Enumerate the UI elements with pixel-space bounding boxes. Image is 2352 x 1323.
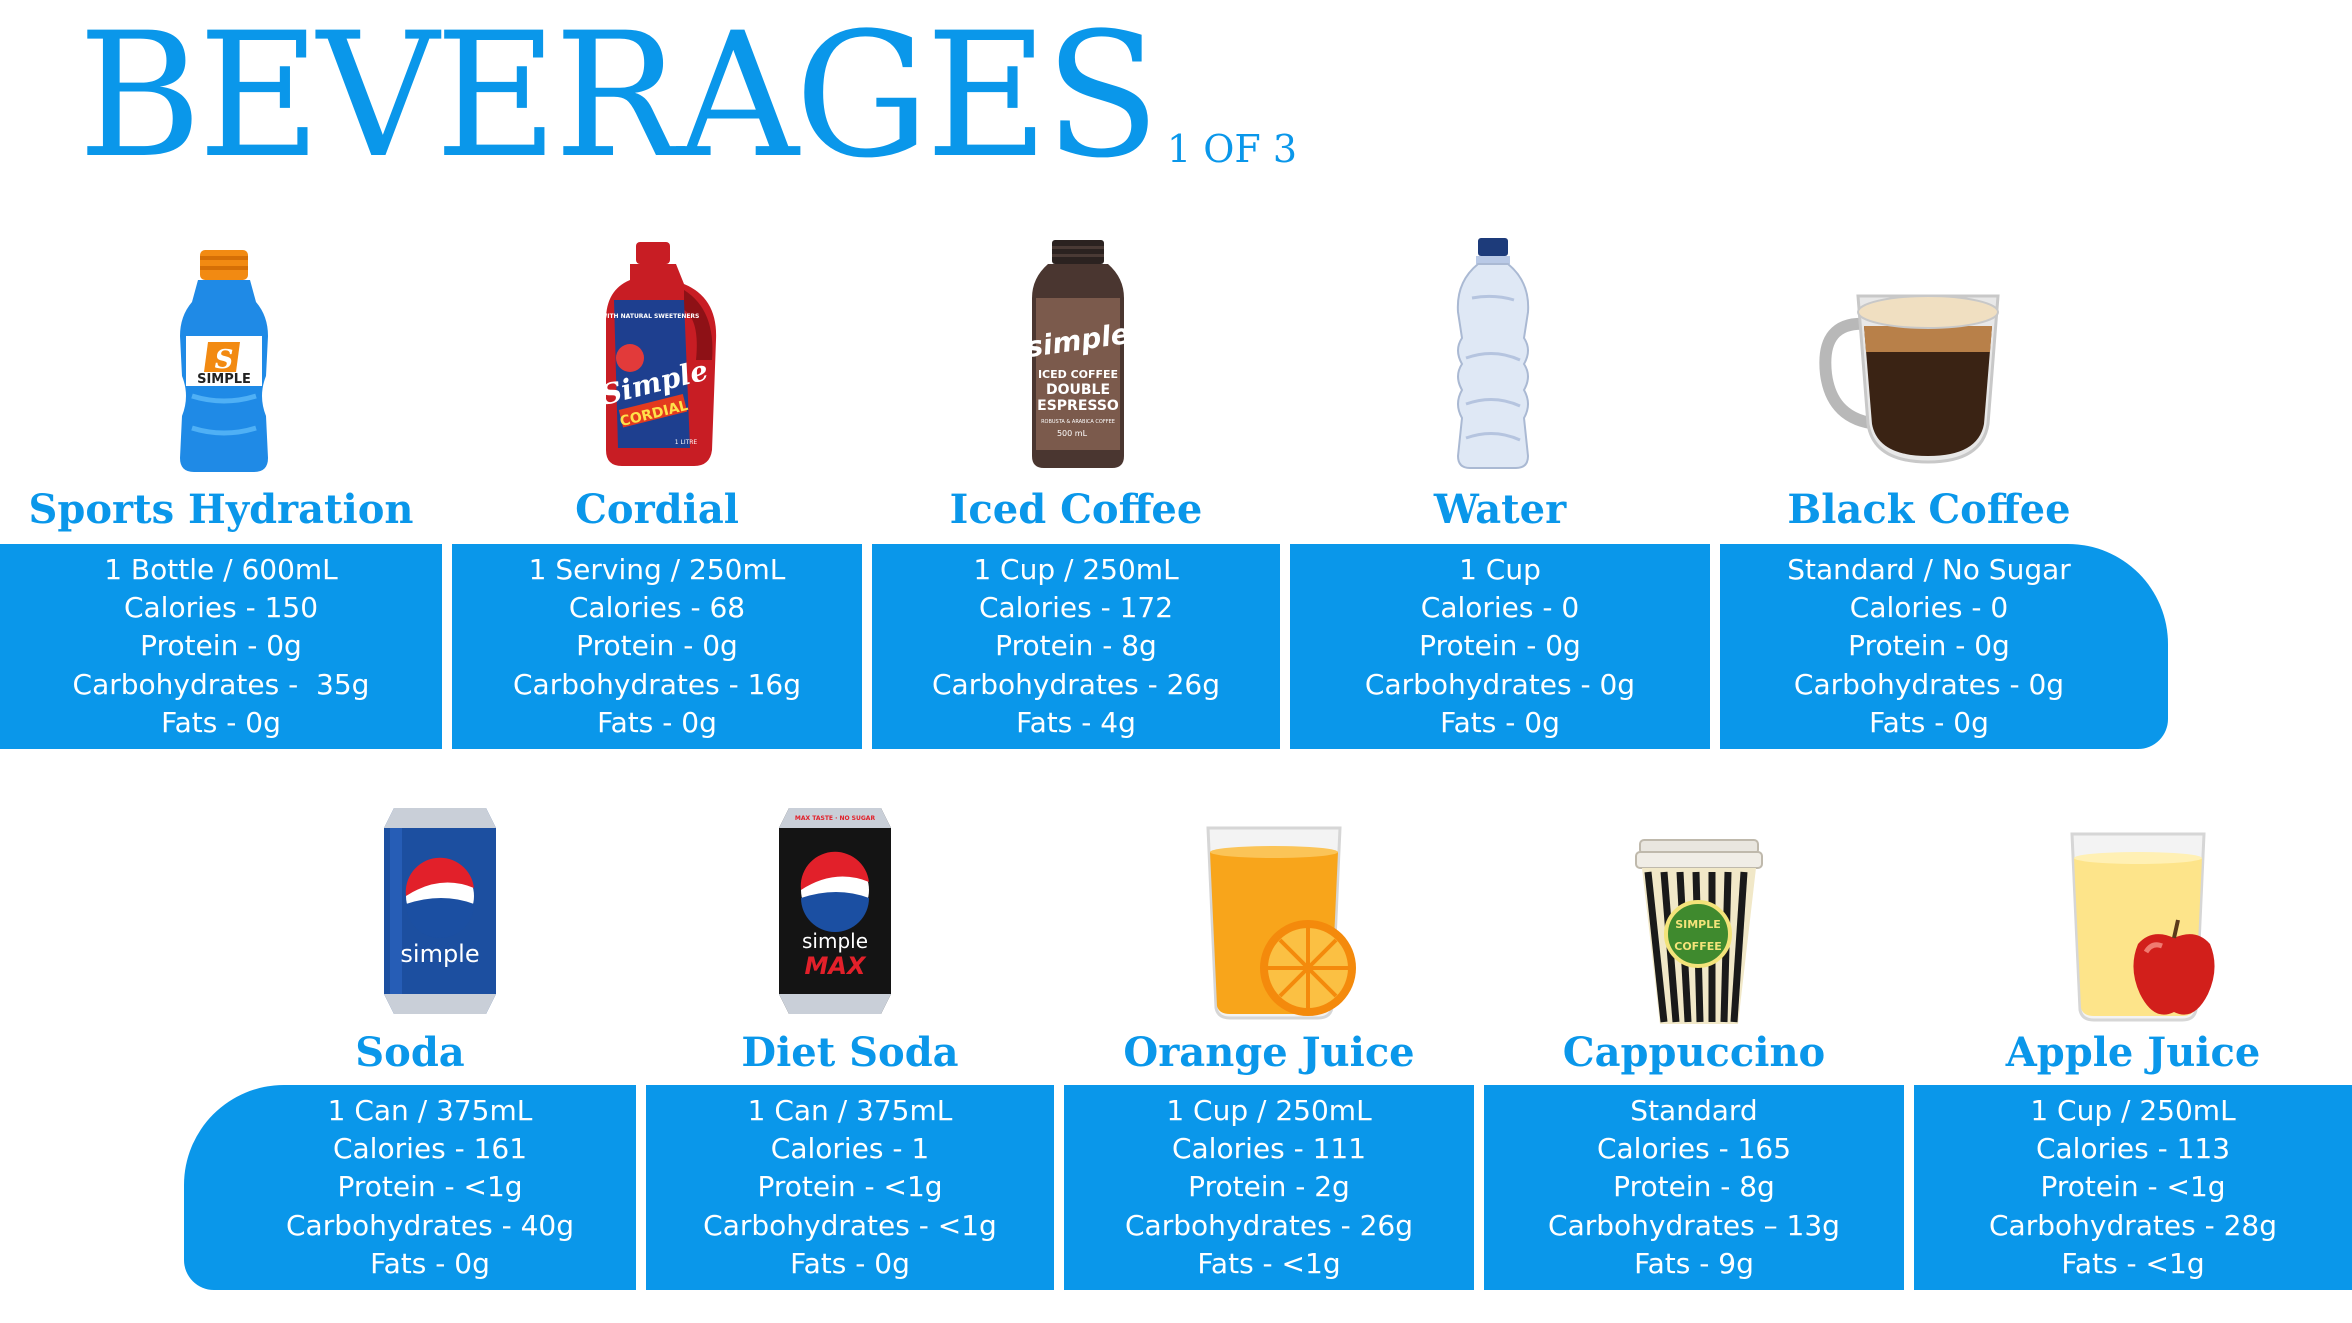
page-indicator: 1 OF 3 — [1167, 127, 1298, 171]
protein-text: Protein - 0g — [1848, 629, 2010, 663]
nutrition-card-apple-juice: 1 Cup / 250mL Calories - 113 Protein - <… — [1914, 1085, 2352, 1290]
item-name-cordial: Cordial — [575, 486, 739, 533]
calories-text: Calories - 161 — [332, 1132, 528, 1166]
nutrition-card-water: 1 Cup Calories - 0 Protein - 0g Carbohyd… — [1290, 544, 1710, 749]
carbohydrates-text: Carbohydrates - 26g — [1125, 1208, 1413, 1242]
carbohydrates-text: Carbohydrates - 26g — [932, 667, 1220, 701]
sports-drink-bottle-icon: S SIMPLE — [178, 246, 270, 474]
protein-text: Protein - <1g — [757, 1170, 943, 1204]
carbohydrates-text: Carbohydrates - 28g — [1989, 1208, 2277, 1242]
diet-top: MAX TASTE · NO SUGAR — [795, 815, 876, 822]
serving-text: 1 Serving / 250mL — [528, 552, 786, 586]
carbohydrates-text: Carbohydrates – 13g — [1548, 1208, 1840, 1242]
protein-text: Protein - 0g — [140, 629, 302, 663]
serving-text: 1 Cup / 250mL — [973, 552, 1179, 586]
calories-text: Calories - 172 — [978, 591, 1174, 625]
serving-text: 1 Cup / 250mL — [1166, 1093, 1372, 1127]
iced-l3: ESPRESSO — [1037, 398, 1119, 414]
orange-juice-glass-icon — [1200, 822, 1366, 1022]
capp-l1: SIMPLE — [1675, 918, 1721, 931]
serving-text: Standard / No Sugar — [1787, 552, 2071, 586]
calories-text: Calories - 0 — [1420, 591, 1580, 625]
iced-l4: ROBUSTA & ARABICA COFFEE — [1041, 419, 1115, 425]
fats-text: Fats - 0g — [1869, 705, 1989, 739]
serving-text: Standard — [1630, 1093, 1758, 1127]
fats-text: Fats - 9g — [1634, 1246, 1754, 1280]
page-title: BEVERAGES — [78, 0, 1160, 196]
item-name-diet-soda: Diet Soda — [741, 1029, 959, 1076]
protein-text: Protein - 8g — [995, 629, 1157, 663]
nutrition-card-diet-soda: 1 Can / 375mL Calories - 1 Protein - <1g… — [646, 1085, 1054, 1290]
carbohydrates-text: Carbohydrates - 16g — [513, 667, 801, 701]
protein-text: Protein - 0g — [1419, 629, 1581, 663]
water-bottle-icon — [1452, 238, 1534, 472]
fats-text: Fats - 0g — [370, 1246, 490, 1280]
serving-text: 1 Cup — [1459, 552, 1541, 586]
sports-brand: SIMPLE — [197, 372, 251, 387]
fats-text: Fats - 4g — [1016, 705, 1136, 739]
carbohydrates-text: Carbohydrates - 0g — [1793, 667, 2065, 701]
nutrition-card-cappuccino: Standard Calories - 165 Protein - 8g Car… — [1484, 1085, 1904, 1290]
item-name-soda: Soda — [355, 1029, 465, 1076]
cordial-jug-icon: WITH NATURAL SWEETENERS Simple CORDIAL 1… — [600, 240, 720, 470]
protein-text: Protein - 8g — [1613, 1170, 1775, 1204]
diet-brand: simple — [802, 929, 868, 953]
capp-l2: COFFEE — [1674, 940, 1721, 953]
protein-text: Protein - 0g — [576, 629, 738, 663]
calories-text: Calories - 0 — [1849, 591, 2009, 625]
serving-text: 1 Bottle / 600mL — [104, 552, 338, 586]
serving-text: 1 Cup / 250mL — [2030, 1093, 2236, 1127]
soda-brand: simple — [400, 940, 479, 968]
item-name-water: Water — [1433, 486, 1567, 533]
iced-coffee-bottle-icon: simple ICED COFFEE DOUBLE ESPRESSO ROBUS… — [1030, 238, 1126, 472]
item-name-black-coffee: Black Coffee — [1787, 486, 2071, 533]
iced-l1: ICED COFFEE — [1038, 368, 1118, 381]
diet-soda-can-icon: MAX TASTE · NO SUGAR simple MAX — [775, 804, 895, 1018]
carbohydrates-text: Carbohydrates - 35g — [72, 667, 370, 701]
calories-text: Calories - 165 — [1596, 1132, 1792, 1166]
carbohydrates-text: Carbohydrates - 0g — [1364, 667, 1636, 701]
diet-sub: MAX — [805, 952, 867, 980]
item-name-apple-juice: Apple Juice — [2005, 1029, 2261, 1076]
calories-text: Calories - 1 — [770, 1132, 930, 1166]
serving-text: 1 Can / 375mL — [327, 1093, 533, 1127]
fats-text: Fats - <1g — [2061, 1246, 2205, 1280]
calories-text: Calories - 150 — [123, 591, 319, 625]
iced-vol: 500 mL — [1057, 429, 1088, 438]
cordial-top: WITH NATURAL SWEETENERS — [601, 313, 700, 320]
item-name-orange-juice: Orange Juice — [1123, 1029, 1415, 1076]
apple-juice-glass-icon — [2066, 828, 2216, 1026]
sports-badge: S — [215, 345, 234, 375]
item-name-sports-hydration: Sports Hydration — [28, 486, 414, 533]
carbohydrates-text: Carbohydrates - 40g — [286, 1208, 574, 1242]
calories-text: Calories - 68 — [568, 591, 746, 625]
card-corner-curve — [2262, 1190, 2352, 1290]
fats-text: Fats - 0g — [161, 705, 281, 739]
fats-text: Fats - 0g — [597, 705, 717, 739]
nutrition-card-orange-juice: 1 Cup / 250mL Calories - 111 Protein - 2… — [1064, 1085, 1474, 1290]
protein-text: Protein - 2g — [1188, 1170, 1350, 1204]
coffee-cup-icon — [1814, 274, 2004, 466]
item-name-cappuccino: Cappuccino — [1562, 1029, 1826, 1076]
takeaway-coffee-cup-icon: SIMPLE COFFEE — [1634, 838, 1764, 1028]
nutrition-card-cordial: 1 Serving / 250mL Calories - 68 Protein … — [452, 544, 862, 749]
item-name-iced-coffee: Iced Coffee — [949, 486, 1203, 533]
fats-text: Fats - <1g — [1197, 1246, 1341, 1280]
protein-text: Protein - <1g — [337, 1170, 523, 1204]
carbohydrates-text: Carbohydrates - <1g — [703, 1208, 997, 1242]
fats-text: Fats - 0g — [790, 1246, 910, 1280]
cordial-vol: 1 LITRE — [675, 439, 698, 446]
iced-l2: DOUBLE — [1046, 382, 1110, 398]
nutrition-card-black-coffee: Standard / No Sugar Calories - 0 Protein… — [1720, 544, 2168, 749]
nutrition-card-iced-coffee: 1 Cup / 250mL Calories - 172 Protein - 8… — [872, 544, 1280, 749]
calories-text: Calories - 113 — [2035, 1132, 2231, 1166]
soda-can-icon: simple — [380, 804, 500, 1018]
protein-text: Protein - <1g — [2040, 1170, 2226, 1204]
nutrition-card-sports-hydration: 1 Bottle / 600mL Calories - 150 Protein … — [0, 544, 442, 749]
nutrition-card-soda: 1 Can / 375mL Calories - 161 Protein - <… — [184, 1085, 636, 1290]
fats-text: Fats - 0g — [1440, 705, 1560, 739]
calories-text: Calories - 111 — [1171, 1132, 1367, 1166]
serving-text: 1 Can / 375mL — [747, 1093, 953, 1127]
